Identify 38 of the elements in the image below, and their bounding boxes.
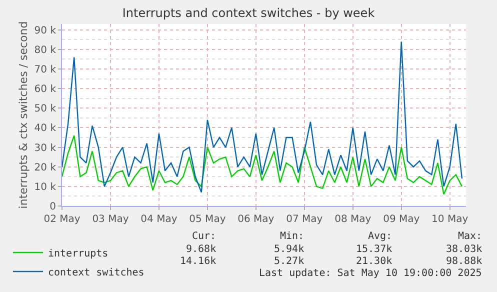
legend-label: context switches — [48, 267, 144, 278]
text: 9.68k — [186, 244, 216, 255]
x-tick-label: 07 May — [286, 214, 323, 225]
y-tick-label: 80 k — [34, 44, 56, 56]
text: 21.30k — [356, 256, 392, 267]
text: 5.27k — [274, 256, 304, 267]
x-tick-label: 10 May — [432, 214, 468, 225]
x-tick-label: 04 May — [140, 214, 178, 225]
legend-label: interrupts — [48, 248, 108, 260]
y-tick-label: 60 k — [34, 84, 56, 96]
y-tick-label: 20 k — [34, 162, 56, 174]
text: 14.16k — [180, 256, 216, 267]
y-tick-label: 50 k — [34, 104, 56, 115]
text: Max: — [458, 231, 482, 242]
y-tick-label: 40 k — [34, 123, 56, 134]
text: Last update: Sat May 10 19:00:00 2025 — [259, 268, 482, 279]
text: 98.88k — [446, 256, 482, 267]
x-tick-label: 06 May — [238, 214, 274, 225]
x-tick-label: 09 May — [383, 214, 420, 225]
y-tick-label: 90 k — [34, 25, 56, 36]
text: 15.37k — [356, 244, 392, 255]
x-tick-label: 08 May — [334, 214, 372, 225]
y-tick-label: 0 — [50, 202, 56, 212]
text: Cur: — [192, 231, 216, 242]
x-tick-label: 03 May — [92, 214, 129, 225]
line-series — [62, 134, 463, 195]
text: 38.03k — [446, 244, 482, 255]
y-tick-label: 10 k — [34, 182, 56, 193]
line-series — [62, 41, 463, 193]
text: 5.94k — [274, 244, 304, 255]
y-tick-label: 30 k — [34, 142, 56, 154]
x-tick-label: 02 May — [44, 214, 80, 225]
x-tick-label: 05 May — [189, 214, 226, 225]
text: Min: — [280, 231, 304, 242]
chart-title: Interrupts and context switches - by week — [122, 6, 375, 20]
text: Avg: — [368, 231, 392, 242]
y-axis-title: interrupts & ctx switches / second — [16, 21, 30, 209]
y-tick-label: 70 k — [34, 64, 56, 76]
